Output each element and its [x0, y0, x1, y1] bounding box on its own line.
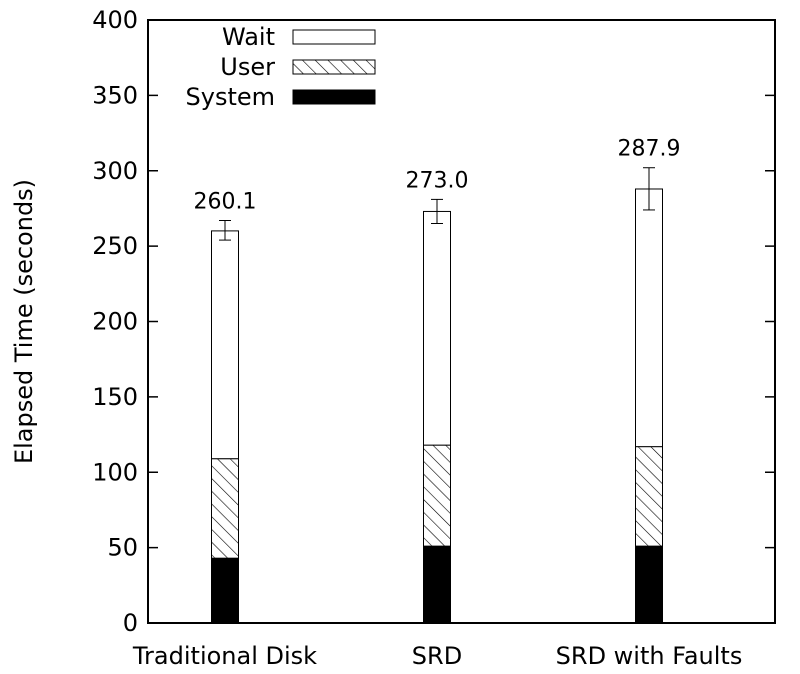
- category-labels: Traditional Disk SRD SRD with Faults: [132, 642, 742, 670]
- bar-wait: [211, 230, 239, 460]
- x-category-label: SRD: [412, 642, 462, 670]
- bar-system: [423, 545, 451, 624]
- legend-swatch-user: [292, 59, 376, 75]
- bar-wait: [635, 188, 663, 448]
- y-tick-label: 400: [92, 6, 138, 34]
- bar-system: [211, 557, 239, 624]
- y-tick-label: 0: [123, 609, 138, 637]
- bars: [211, 188, 663, 624]
- total-label: 287.9: [618, 137, 681, 162]
- legend-label-wait: Wait: [222, 23, 275, 51]
- x-category-label: SRD with Faults: [556, 642, 743, 670]
- y-axis-title: Elapsed Time (seconds): [10, 179, 38, 464]
- y-tick-label: 350: [92, 81, 138, 109]
- y-tick-label: 250: [92, 232, 138, 260]
- plot-frame: [147, 19, 776, 624]
- bar-user: [635, 446, 663, 547]
- bar-system: [635, 545, 663, 624]
- legend-label-system: System: [186, 83, 276, 111]
- y-tick-label: 150: [92, 383, 138, 411]
- y-axis-ticks: 0 50 100 150 200 250 300 350 400: [92, 6, 775, 637]
- y-tick-label: 100: [92, 458, 138, 486]
- bar-user: [211, 458, 239, 559]
- legend-label-user: User: [220, 53, 275, 81]
- bar-wait: [423, 210, 451, 446]
- legend-swatch-system: [292, 89, 376, 105]
- y-tick-label: 50: [107, 534, 138, 562]
- x-category-label: Traditional Disk: [132, 642, 317, 670]
- total-label: 260.1: [194, 189, 257, 214]
- y-tick-label: 300: [92, 157, 138, 185]
- total-label: 273.0: [406, 168, 469, 193]
- error-bars: [219, 167, 655, 241]
- legend-swatch-wait: [292, 29, 376, 45]
- bar-user: [423, 444, 451, 547]
- y-tick-label: 200: [92, 308, 138, 336]
- total-labels: 260.1 273.0 287.9: [194, 137, 681, 215]
